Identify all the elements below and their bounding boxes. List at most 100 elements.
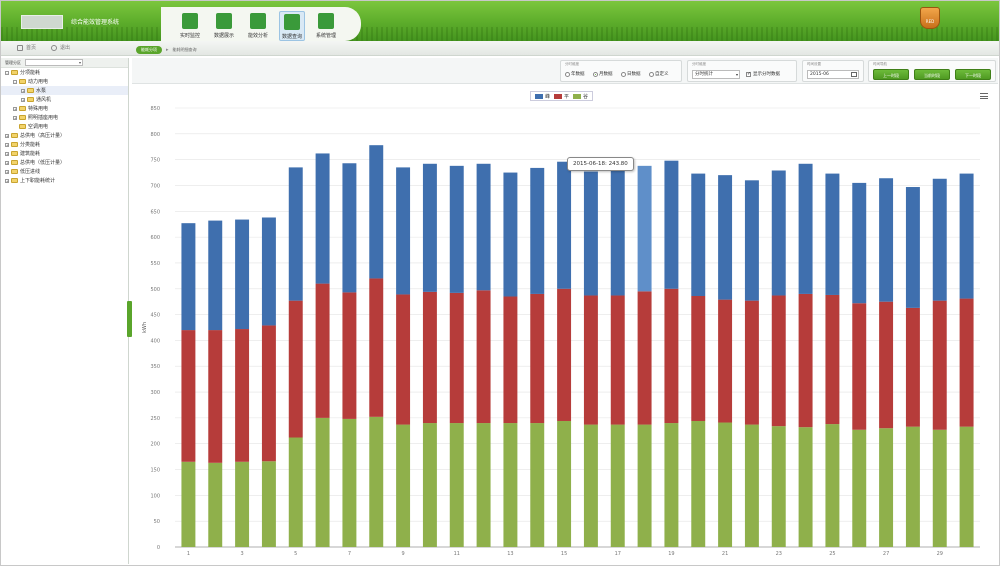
stat-select[interactable]: 分时统计 ▾ <box>692 70 740 79</box>
bar-segment[interactable] <box>261 217 276 326</box>
bar-segment[interactable] <box>181 223 196 331</box>
expand-toggle-icon[interactable]: - <box>5 70 9 75</box>
expand-toggle-icon[interactable]: + <box>5 133 9 138</box>
tree-item[interactable]: + 总供电（高压计量） <box>1 131 128 140</box>
bar-segment[interactable] <box>798 427 813 547</box>
bar-segment[interactable] <box>342 292 357 419</box>
bar-segment[interactable] <box>449 165 464 293</box>
tree-item[interactable]: - 动力用电 <box>1 77 128 86</box>
nav-item-chart-up[interactable]: 实时监控 <box>177 13 203 39</box>
bar-segment[interactable] <box>235 461 250 547</box>
bar-segment[interactable] <box>396 167 411 295</box>
bar-segment[interactable] <box>208 462 223 547</box>
menu-icon[interactable] <box>980 93 988 99</box>
bar-segment[interactable] <box>932 300 947 430</box>
bar-segment[interactable] <box>610 424 625 547</box>
bar-segment[interactable] <box>664 423 679 547</box>
bar-segment[interactable] <box>396 424 411 547</box>
user-badge[interactable]: RED <box>920 7 940 29</box>
date-input[interactable]: 2015-06 <box>807 70 859 79</box>
bar-segment[interactable] <box>959 173 974 299</box>
bar-segment[interactable] <box>342 418 357 547</box>
bar-segment[interactable] <box>342 163 357 293</box>
bar-segment[interactable] <box>503 296 518 424</box>
bar-segment[interactable] <box>235 219 250 330</box>
bar-segment[interactable] <box>557 288 572 421</box>
bar-segment[interactable] <box>288 300 303 438</box>
bar-segment[interactable] <box>530 293 545 424</box>
tree-item[interactable]: + 上下职能耗统计 <box>1 176 128 185</box>
bar-segment[interactable] <box>503 172 518 297</box>
bar-segment[interactable] <box>718 175 733 300</box>
breadcrumb-next[interactable]: 能耗明细查询 <box>172 47 197 52</box>
tree-filter-select[interactable]: ▾ <box>25 59 83 66</box>
type-radio-option[interactable]: 月数据 <box>593 71 613 77</box>
bar-segment[interactable] <box>664 160 679 289</box>
bar-segment[interactable] <box>369 416 384 547</box>
tree-item[interactable]: + 建筑能耗 <box>1 149 128 158</box>
bar-segment[interactable] <box>932 429 947 547</box>
bar-segment[interactable] <box>879 178 894 302</box>
expand-toggle-icon[interactable]: + <box>5 142 9 147</box>
bar-segment[interactable] <box>208 330 223 463</box>
bar-segment[interactable] <box>288 437 303 547</box>
bar-segment[interactable] <box>181 461 196 547</box>
bar-segment[interactable] <box>315 417 330 547</box>
bar-segment[interactable] <box>583 295 598 425</box>
bar-segment[interactable] <box>503 423 518 547</box>
bar-segment[interactable] <box>610 295 625 425</box>
nav-item-pie[interactable]: 数据展示 <box>211 13 237 39</box>
bar-segment[interactable] <box>852 182 867 304</box>
bar-segment[interactable] <box>664 288 679 424</box>
bar-segment[interactable] <box>315 283 330 418</box>
bar-segment[interactable] <box>798 293 813 428</box>
bar-segment[interactable] <box>691 295 706 421</box>
legend-item[interactable]: 平 <box>554 93 569 100</box>
bar-segment[interactable] <box>879 428 894 547</box>
expand-toggle-icon[interactable]: + <box>21 97 25 102</box>
bar-segment[interactable] <box>825 173 840 295</box>
bar-segment[interactable] <box>691 173 706 296</box>
legend-item[interactable]: 谷 <box>573 93 588 100</box>
bar-segment[interactable] <box>825 294 840 425</box>
bar-segment[interactable] <box>422 423 437 547</box>
bar-segment[interactable] <box>261 325 276 462</box>
bar-segment[interactable] <box>932 178 947 301</box>
nav-item-gear[interactable]: 系统管理 <box>313 13 339 39</box>
bar-segment[interactable] <box>369 278 384 417</box>
bar-segment[interactable] <box>422 163 437 292</box>
bar-segment[interactable] <box>476 163 491 291</box>
bar-segment[interactable] <box>691 420 706 547</box>
prev-period-button[interactable]: 上一时段 <box>873 69 909 80</box>
expand-toggle-icon[interactable]: + <box>5 160 9 165</box>
tree-item[interactable]: + 照明插座用电 <box>1 113 128 122</box>
bar-segment[interactable] <box>530 423 545 547</box>
bar-segment[interactable] <box>315 153 330 284</box>
tree-item[interactable]: + 通风机 <box>1 95 128 104</box>
bar-segment[interactable] <box>959 298 974 427</box>
bar-segment[interactable] <box>530 167 545 294</box>
bar-segment[interactable] <box>744 180 759 301</box>
bar-segment[interactable] <box>235 329 250 462</box>
bar-segment[interactable] <box>449 423 464 547</box>
current-period-button[interactable]: 当前时段 <box>914 69 950 80</box>
bar-segment[interactable] <box>744 300 759 425</box>
bar-segment[interactable] <box>261 461 276 547</box>
bar-segment[interactable] <box>583 171 598 296</box>
bar-segment[interactable] <box>905 426 920 547</box>
bar-segment[interactable] <box>637 291 652 425</box>
bar-segment[interactable] <box>718 422 733 547</box>
bar-segment[interactable] <box>208 220 223 331</box>
bar-segment[interactable] <box>959 426 974 547</box>
tree-item[interactable]: + 分类能耗 <box>1 140 128 149</box>
expand-toggle-icon[interactable]: - <box>13 79 17 84</box>
type-radio-option[interactable]: 自定义 <box>649 71 669 77</box>
bar-segment[interactable] <box>637 165 652 292</box>
bar-segment[interactable] <box>771 170 786 296</box>
bar-segment[interactable] <box>369 145 384 279</box>
panel-collapse-handle[interactable] <box>127 301 132 337</box>
legend-item[interactable]: 峰 <box>535 93 550 100</box>
bar-segment[interactable] <box>557 161 572 289</box>
bar-segment[interactable] <box>422 291 437 424</box>
bar-segment[interactable] <box>771 426 786 547</box>
